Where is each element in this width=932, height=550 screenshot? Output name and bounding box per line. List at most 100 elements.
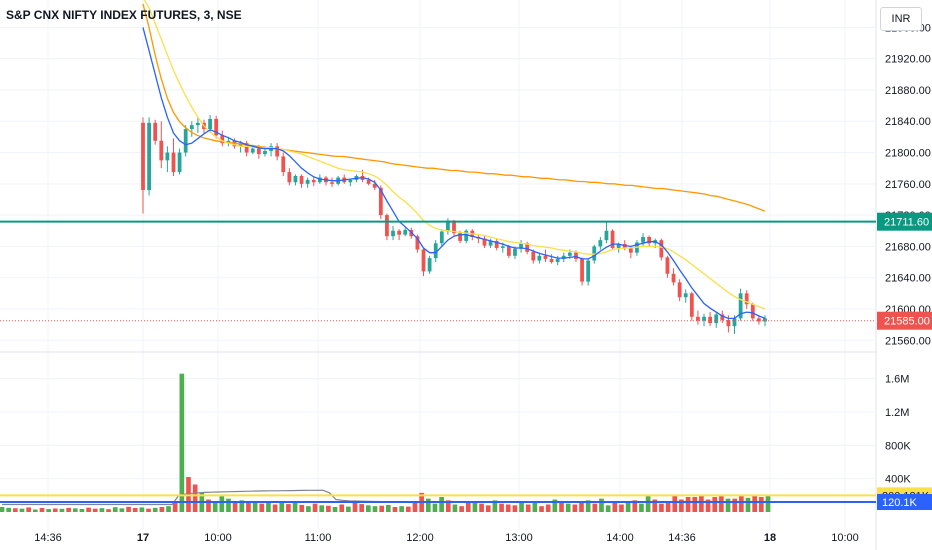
volume-bar-down: [412, 502, 418, 512]
candle-up: [513, 248, 517, 256]
volume-bar-up: [432, 503, 438, 512]
candle-down: [153, 122, 158, 141]
volume-bar-down: [499, 503, 504, 512]
candle-down: [378, 187, 383, 216]
candle-up: [403, 229, 408, 235]
candle-up: [592, 246, 597, 261]
candle-down: [244, 143, 249, 153]
candle-up: [439, 231, 444, 244]
volume-bar-up: [6, 507, 11, 512]
volume-bar-up: [306, 506, 311, 512]
candle-down: [311, 179, 316, 183]
candle-up: [519, 243, 523, 249]
candle-down: [141, 122, 145, 191]
time-tick-label: 10:00: [204, 532, 232, 544]
volume-bar-up: [119, 508, 125, 512]
volume-bar-down: [26, 507, 31, 512]
candle-up: [305, 179, 310, 184]
volume-tick-label: 800K: [885, 440, 911, 452]
volume-bar-down: [692, 497, 698, 512]
volume-bar-up: [346, 506, 351, 512]
candle-down: [677, 282, 682, 298]
candle-up: [293, 176, 298, 183]
volume-bar-up: [292, 502, 298, 512]
volume-bar-down: [445, 500, 451, 512]
volume-bar-down: [659, 503, 664, 512]
volume-bar-up: [212, 501, 218, 512]
candle-up: [238, 143, 243, 147]
volume-bar-down: [512, 505, 518, 512]
volume-bar-down: [759, 497, 764, 512]
last-price-tag: [877, 311, 932, 330]
currency-button[interactable]: INR: [880, 7, 922, 31]
volume-bar-up: [492, 500, 498, 512]
axis-column: [876, 0, 932, 550]
price-pane: [141, 0, 767, 335]
volume-bar-down: [652, 499, 658, 512]
candle-up: [598, 240, 603, 247]
volume-bar-down: [752, 495, 758, 512]
candle-down: [397, 230, 402, 235]
volume-bar-down: [539, 506, 544, 512]
volume-bar-up: [552, 499, 558, 512]
volume-bar-down: [299, 504, 305, 512]
candle-down: [531, 251, 536, 261]
volume-bar-up: [266, 501, 271, 512]
time-tick-label: 13:00: [505, 532, 533, 544]
candle-up: [732, 318, 737, 327]
horizontal-level-tag: [877, 212, 932, 231]
candle-down: [689, 293, 694, 317]
volume-bar-up: [425, 498, 431, 512]
candle-up: [177, 152, 182, 173]
volume-bar-down: [339, 504, 345, 512]
volume-bar-up: [625, 502, 631, 512]
ma-mid-line: [143, 0, 766, 310]
candle-down: [159, 140, 164, 161]
candle-down: [372, 183, 377, 188]
candle-down: [671, 273, 676, 283]
candle-down: [458, 233, 462, 241]
candle-up: [561, 255, 566, 259]
candle-down: [366, 179, 371, 184]
volume-bar-down: [159, 507, 165, 512]
volume-bar-down: [12, 508, 18, 512]
volume-bar-up: [166, 506, 171, 512]
volume-bar-up: [519, 502, 524, 512]
volume-tick-label: 1.6M: [885, 374, 909, 386]
candle-down: [580, 258, 584, 282]
volume-bar-up: [79, 509, 85, 512]
candle-down: [525, 243, 530, 252]
candle-down: [171, 152, 176, 173]
candle-up: [348, 179, 353, 183]
volume-bar-up: [99, 508, 105, 512]
volume-bar-down: [665, 501, 671, 512]
volume-bar-up: [46, 509, 51, 512]
candle-down: [330, 182, 334, 184]
volume-bar-down: [359, 504, 365, 512]
volume-bar-up: [279, 502, 285, 512]
volume-bar-down: [286, 504, 291, 512]
volume-bar-down: [505, 504, 511, 512]
candle-down: [385, 215, 389, 237]
volume-bar-down: [272, 504, 278, 512]
candle-down: [299, 176, 304, 184]
candle-down: [628, 247, 633, 253]
volume-bar-down: [685, 497, 691, 512]
volume-bar-up: [332, 507, 338, 512]
volume-bar-down: [465, 501, 471, 512]
volume-bar-down: [86, 507, 91, 512]
volume-bar-down: [352, 502, 358, 512]
time-tick-label: 14:00: [606, 532, 634, 544]
volume-bar-down: [545, 504, 551, 512]
candle-up: [165, 152, 170, 161]
candle-up: [183, 129, 188, 153]
volume-bar-down: [92, 508, 98, 512]
volume-bar-down: [612, 502, 618, 512]
candle-up: [433, 243, 438, 259]
candle-down: [482, 238, 487, 246]
chart-title: S&P CNX NIFTY INDEX FUTURES, 3, NSE: [6, 8, 242, 22]
candle-down: [757, 318, 761, 322]
volume-bar-up: [399, 506, 404, 512]
price-tick-label: 21880.00: [885, 85, 931, 97]
